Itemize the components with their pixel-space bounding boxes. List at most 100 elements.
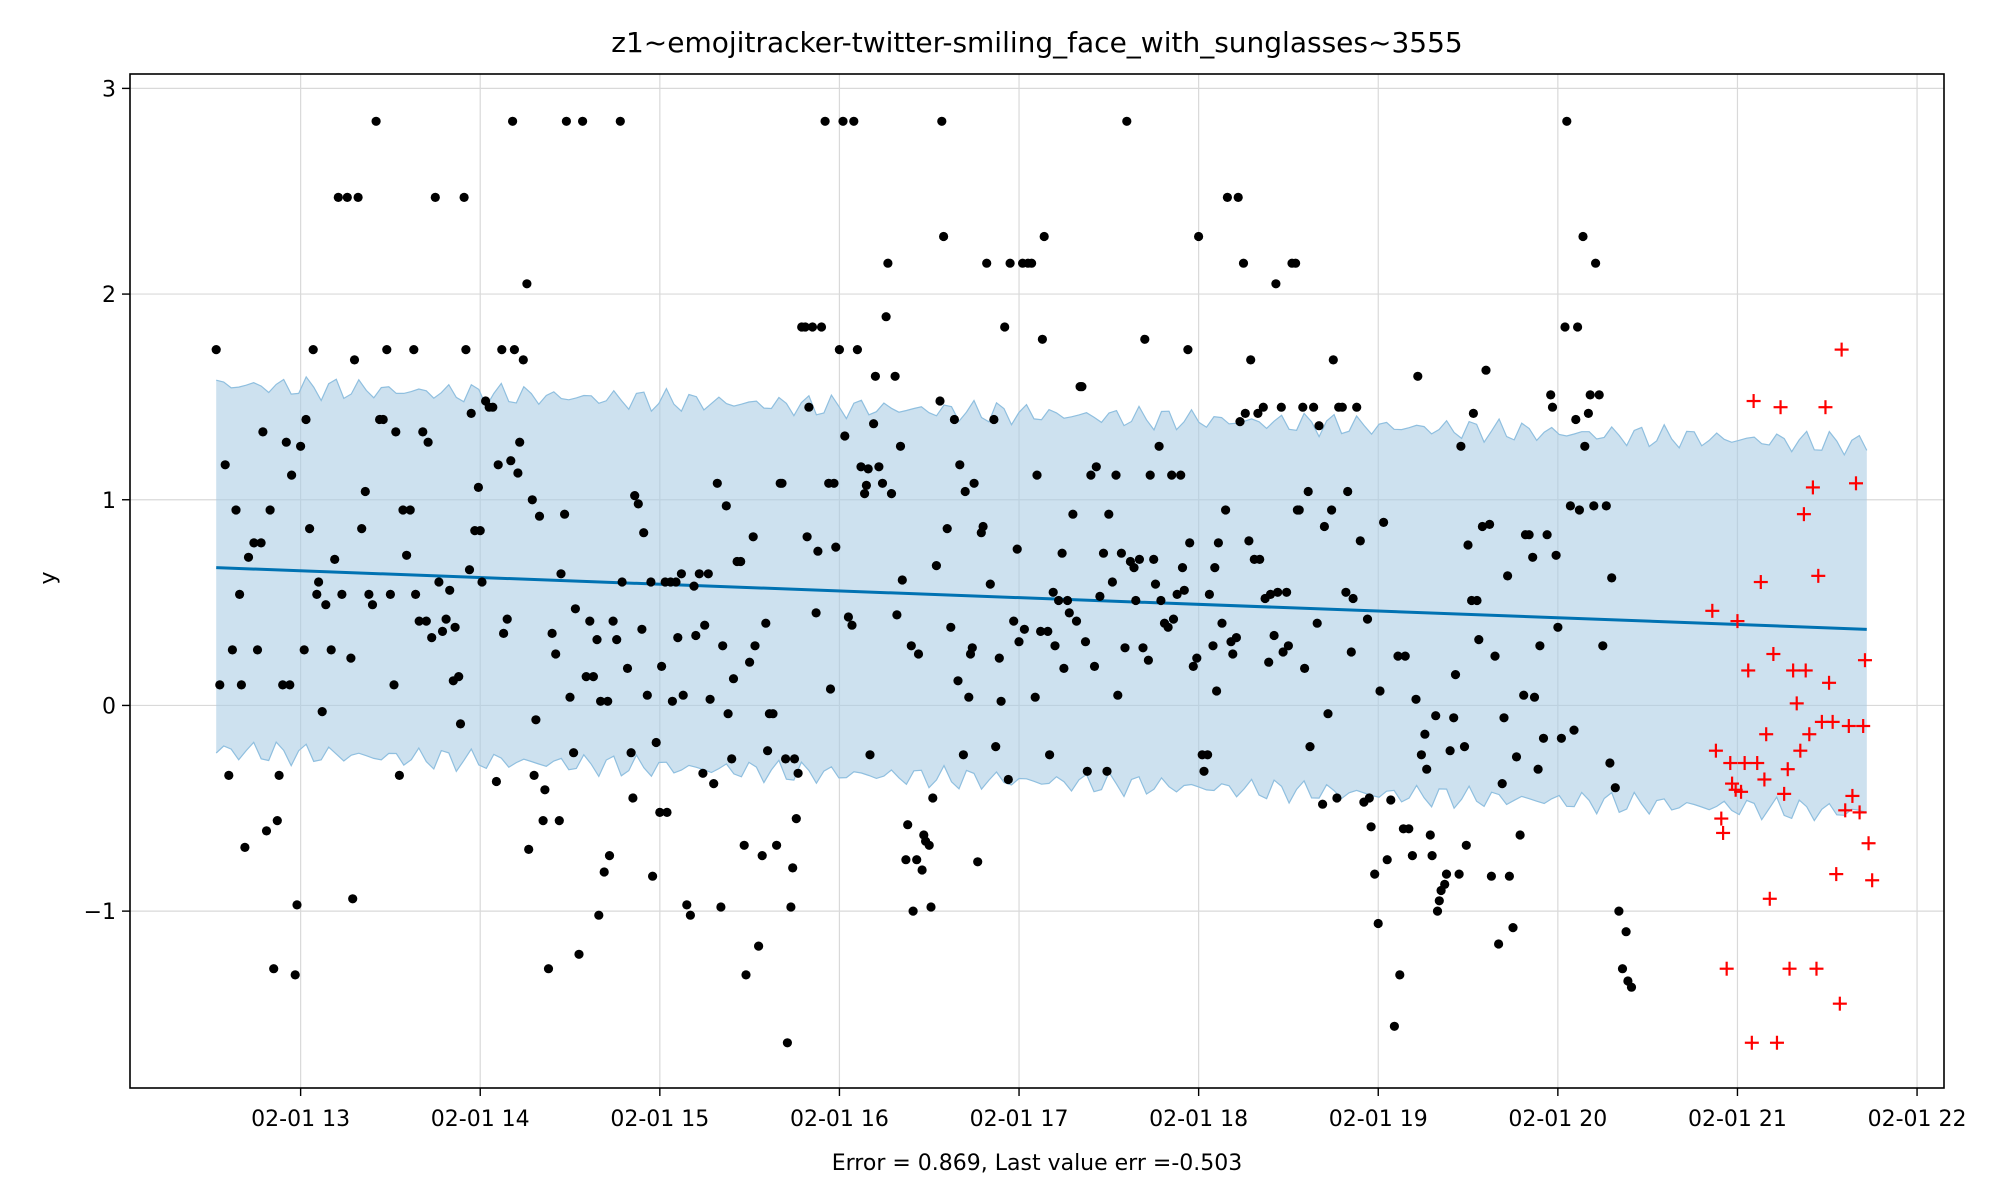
observed-point xyxy=(958,750,969,760)
observed-point xyxy=(287,470,297,480)
observed-point xyxy=(1156,595,1166,606)
observed-point xyxy=(703,569,713,579)
observed-point xyxy=(1395,970,1405,980)
forecast-point xyxy=(1825,714,1840,729)
observed-point xyxy=(1519,690,1529,700)
observed-point xyxy=(1425,830,1435,840)
observed-point xyxy=(1420,729,1430,739)
grid xyxy=(130,74,1944,1088)
observed-point xyxy=(1264,657,1274,667)
observed-point xyxy=(1192,653,1202,663)
observed-point xyxy=(1071,616,1082,626)
observed-point xyxy=(651,737,661,748)
observed-point xyxy=(1490,651,1500,661)
observed-point xyxy=(378,414,388,425)
observed-point xyxy=(1086,470,1096,480)
observed-point xyxy=(852,345,863,355)
observed-point xyxy=(357,524,367,534)
observed-point xyxy=(1140,334,1150,344)
observed-point xyxy=(1450,670,1461,680)
forecast-point xyxy=(1829,867,1844,882)
x-tick-label: 02-01 20 xyxy=(1508,1107,1607,1132)
observed-point xyxy=(1551,550,1561,560)
observed-point xyxy=(1542,530,1552,540)
observed-point xyxy=(1271,279,1281,289)
observed-point xyxy=(1199,766,1209,776)
forecast-point xyxy=(1793,743,1808,758)
observed-point xyxy=(317,707,327,717)
observed-point xyxy=(274,770,284,781)
observed-point xyxy=(1355,536,1365,546)
observed-point xyxy=(906,641,916,651)
observed-point xyxy=(1431,711,1441,721)
observed-point xyxy=(982,258,992,268)
observed-point xyxy=(502,614,512,624)
x-tick-label: 02-01 14 xyxy=(431,1107,530,1132)
observed-point xyxy=(689,581,699,591)
observed-point xyxy=(348,894,358,904)
y-tick-label: 0 xyxy=(102,694,116,719)
observed-point xyxy=(1332,793,1342,803)
observed-point xyxy=(1276,402,1286,412)
observed-point xyxy=(603,696,613,706)
observed-point xyxy=(464,565,475,575)
observed-point xyxy=(754,941,764,951)
observed-point xyxy=(1057,548,1067,558)
forecast-point xyxy=(1838,803,1853,818)
observed-point xyxy=(509,345,519,355)
forecast-point xyxy=(1734,784,1749,799)
observed-point xyxy=(1594,390,1604,400)
y-tick-label: −1 xyxy=(84,900,116,925)
observed-point xyxy=(1459,742,1470,752)
observed-point xyxy=(1037,334,1047,344)
observed-point xyxy=(1098,548,1109,558)
observed-point xyxy=(1560,322,1570,332)
observed-point xyxy=(811,608,821,618)
observed-point xyxy=(441,614,451,624)
observed-point xyxy=(342,192,352,202)
observed-point xyxy=(991,742,1001,752)
forecast-point xyxy=(1750,756,1765,771)
forecast-point xyxy=(1708,743,1723,758)
observed-point xyxy=(615,116,625,126)
observed-point xyxy=(793,768,803,778)
observed-point xyxy=(1012,544,1022,554)
forecast-point xyxy=(1730,614,1745,629)
observed-point xyxy=(235,589,245,600)
observed-point xyxy=(1553,622,1563,632)
observed-point xyxy=(1422,764,1432,774)
observed-point xyxy=(1538,733,1549,743)
observed-point xyxy=(825,684,836,694)
observed-point xyxy=(1185,538,1195,548)
observed-point xyxy=(1210,563,1220,573)
observed-point xyxy=(994,653,1004,663)
observed-point xyxy=(1145,470,1155,480)
observed-point xyxy=(1149,554,1159,565)
observed-point xyxy=(547,628,557,639)
observed-point xyxy=(1373,918,1383,929)
observed-point xyxy=(786,902,796,912)
observed-point xyxy=(1282,587,1292,597)
observed-point xyxy=(646,577,656,587)
forecast-point xyxy=(1746,394,1761,409)
observed-point xyxy=(1382,855,1392,865)
forecast-point xyxy=(1861,836,1876,851)
observed-point xyxy=(1312,618,1322,628)
observed-point xyxy=(865,750,875,760)
observed-point xyxy=(1589,501,1599,511)
observed-point xyxy=(946,622,956,632)
forecast-point xyxy=(1769,1035,1784,1050)
observed-point xyxy=(807,322,818,332)
observed-point xyxy=(353,192,363,202)
observed-point xyxy=(712,478,722,488)
observed-point xyxy=(1386,795,1396,805)
observed-point xyxy=(847,620,857,630)
observed-point xyxy=(1432,906,1443,916)
observed-point xyxy=(1327,505,1337,515)
forecast-point xyxy=(1848,476,1863,491)
observed-point xyxy=(1535,641,1545,651)
forecast-point xyxy=(1856,719,1871,734)
observed-point xyxy=(1591,258,1601,268)
observed-point xyxy=(1273,587,1283,597)
observed-point xyxy=(1364,793,1374,803)
